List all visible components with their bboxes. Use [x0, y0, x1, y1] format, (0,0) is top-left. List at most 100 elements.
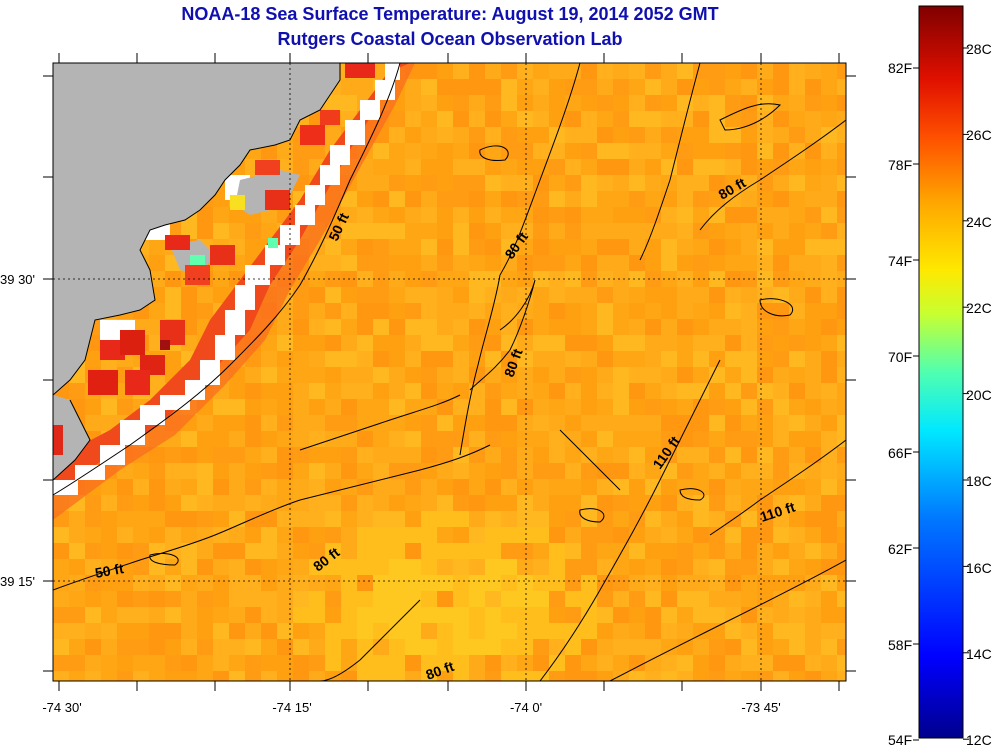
sst-pixel — [773, 63, 789, 79]
sst-pixel — [645, 655, 661, 671]
sst-pixel — [437, 287, 453, 303]
sst-pixel — [133, 591, 149, 607]
sst-pixel — [629, 495, 645, 511]
sst-pixel — [725, 223, 741, 239]
sst-pixel — [597, 127, 613, 143]
sst-pixel — [645, 495, 661, 511]
sst-pixel — [357, 623, 373, 639]
sst-pixel — [677, 671, 693, 681]
sst-pixel — [453, 207, 469, 223]
sst-pixel — [261, 543, 277, 559]
sst-pixel — [805, 367, 821, 383]
sst-pixel — [389, 127, 405, 143]
sst-pixel — [293, 639, 309, 655]
sst-pixel — [309, 511, 325, 527]
sst-pixel — [437, 511, 453, 527]
sst-pixel — [549, 495, 565, 511]
sst-pixel — [837, 415, 846, 431]
sst-pixel — [277, 479, 293, 495]
sst-pixel — [789, 463, 805, 479]
sst-pixel — [549, 479, 565, 495]
sst-pixel — [229, 639, 245, 655]
sst-pixel — [533, 511, 549, 527]
sst-pixel — [709, 287, 725, 303]
sst-pixel — [725, 335, 741, 351]
sst-pixel — [325, 655, 341, 671]
sst-pixel — [197, 415, 213, 431]
sst-pixel — [709, 367, 725, 383]
sst-pixel — [549, 655, 565, 671]
sst-pixel — [149, 591, 165, 607]
sst-pixel — [405, 623, 421, 639]
sst-pixel — [501, 479, 517, 495]
sst-pixel — [405, 607, 421, 623]
sst-pixel — [693, 671, 709, 681]
sst-pixel — [597, 351, 613, 367]
sst-pixel — [629, 639, 645, 655]
sst-pixel — [725, 95, 741, 111]
sst-pixel — [581, 495, 597, 511]
sst-pixel — [629, 463, 645, 479]
sst-pixel — [725, 159, 741, 175]
sst-pixel — [469, 351, 485, 367]
sst-pixel — [405, 111, 421, 127]
sst-pixel — [341, 623, 357, 639]
sst-pixel — [533, 63, 549, 79]
sst-pixel — [821, 607, 837, 623]
sst-pixel — [549, 639, 565, 655]
sst-pixel — [197, 671, 213, 681]
sst-pixel — [469, 175, 485, 191]
sst-pixel — [565, 607, 581, 623]
sst-pixel — [501, 79, 517, 95]
sst-pixel — [69, 639, 85, 655]
sst-pixel — [437, 655, 453, 671]
sst-pixel — [821, 143, 837, 159]
sst-pixel — [501, 95, 517, 111]
sst-pixel — [597, 639, 613, 655]
sst-pixel — [453, 111, 469, 127]
sst-pixel — [357, 463, 373, 479]
sst-pixel — [837, 655, 846, 671]
map-frame — [52, 62, 847, 682]
sst-pixel — [517, 351, 533, 367]
sst-pixel — [693, 415, 709, 431]
sst-pixel — [549, 95, 565, 111]
sst-pixel — [789, 191, 805, 207]
sst-pixel — [565, 415, 581, 431]
sst-pixel — [821, 511, 837, 527]
sst-pixel — [741, 111, 757, 127]
sst-pixel — [693, 207, 709, 223]
sst-pixel — [533, 351, 549, 367]
sst-pixel — [805, 207, 821, 223]
sst-pixel — [293, 143, 309, 159]
sst-pixel — [261, 623, 277, 639]
sst-pixel — [117, 527, 133, 543]
sst-pixel — [165, 303, 181, 319]
sst-pixel — [533, 319, 549, 335]
sst-pixel — [677, 319, 693, 335]
sst-pixel — [373, 495, 389, 511]
sst-pixel — [773, 239, 789, 255]
sst-pixel — [341, 383, 357, 399]
sst-pixel — [453, 351, 469, 367]
sst-pixel — [53, 559, 69, 575]
sst-pixel — [469, 287, 485, 303]
sst-pixel — [437, 319, 453, 335]
sst-pixel — [437, 527, 453, 543]
sst-pixel — [277, 319, 293, 335]
sst-pixel — [677, 383, 693, 399]
sst-pixel — [469, 655, 485, 671]
sst-pixel — [245, 431, 261, 447]
sst-pixel — [101, 607, 117, 623]
sst-pixel — [85, 655, 101, 671]
sst-pixel — [261, 447, 277, 463]
sst-pixel — [437, 111, 453, 127]
sst-pixel — [517, 575, 533, 591]
sst-pixel — [645, 591, 661, 607]
sst-pixel — [437, 63, 453, 79]
sst-pixel — [149, 623, 165, 639]
sst-pixel — [565, 207, 581, 223]
sst-pixel — [517, 335, 533, 351]
sst-pixel — [581, 527, 597, 543]
sst-pixel — [389, 591, 405, 607]
